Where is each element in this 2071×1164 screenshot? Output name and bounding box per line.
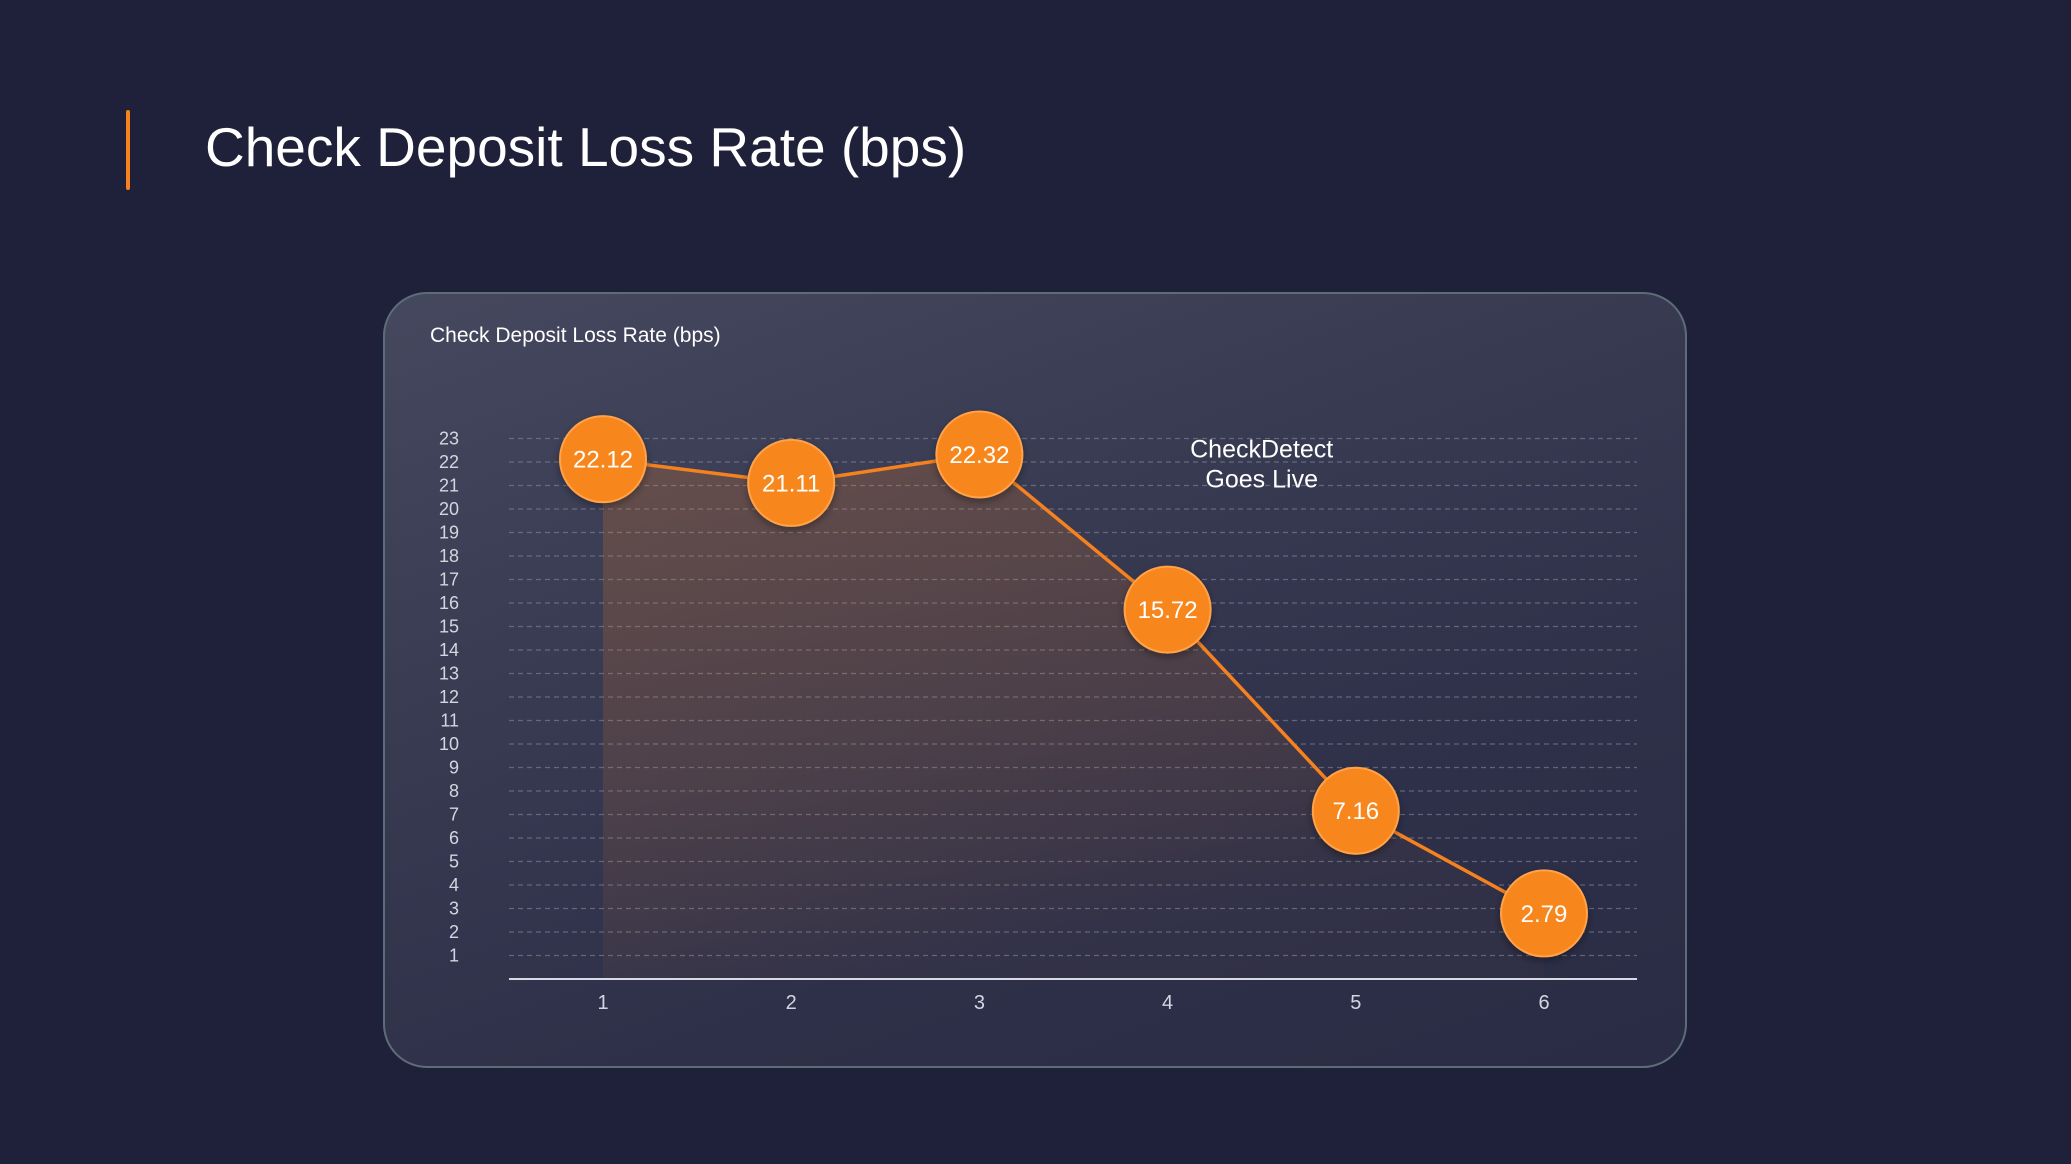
y-tick-label: 18 (439, 546, 459, 566)
y-tick-label: 4 (449, 875, 459, 895)
x-tick-label: 2 (786, 992, 797, 1014)
y-tick-label: 3 (449, 899, 459, 919)
y-tick-label: 15 (439, 617, 459, 637)
y-tick-label: 14 (439, 640, 459, 660)
data-label: 22.32 (949, 442, 1009, 469)
annotation-line1: CheckDetect (1190, 435, 1333, 463)
y-tick-label: 13 (439, 664, 459, 684)
page-title: Check Deposit Loss Rate (bps) (205, 116, 967, 178)
y-tick-label: 5 (449, 852, 459, 872)
data-point[interactable] (935, 410, 1024, 499)
data-label: 7.16 (1332, 798, 1379, 825)
y-tick-label: 22 (439, 452, 459, 472)
y-tick-label: 7 (449, 805, 459, 825)
x-tick-label: 1 (597, 992, 608, 1014)
x-tick-label: 4 (1162, 992, 1173, 1014)
y-tick-label: 12 (439, 687, 459, 707)
data-point[interactable] (1500, 869, 1588, 958)
y-tick-label: 20 (439, 499, 459, 519)
x-axis-ticks: 1 2 3 4 5 6 (597, 992, 1549, 1014)
data-point[interactable] (747, 438, 836, 527)
y-tick-label: 16 (439, 593, 459, 613)
annotation-line2: Goes Live (1205, 465, 1318, 493)
y-tick-label: 21 (439, 476, 459, 496)
data-point[interactable] (559, 415, 647, 504)
data-label: 2.79 (1521, 901, 1568, 928)
data-point[interactable] (1311, 766, 1400, 855)
data-label: 15.72 (1138, 597, 1198, 624)
area-fill (603, 454, 1544, 979)
y-tick-label: 19 (439, 523, 459, 543)
y-tick-label: 8 (449, 781, 459, 801)
title-accent-bar (126, 110, 130, 190)
data-point[interactable] (1123, 565, 1212, 654)
x-tick-label: 5 (1350, 992, 1361, 1014)
y-tick-label: 9 (449, 758, 459, 778)
y-tick-label: 11 (440, 711, 459, 731)
data-label: 21.11 (762, 470, 820, 497)
y-tick-label: 23 (439, 429, 459, 449)
y-tick-label: 17 (439, 570, 459, 590)
x-tick-label: 3 (974, 992, 985, 1014)
data-label: 22.12 (573, 447, 633, 474)
chart-title: Check Deposit Loss Rate (bps) (430, 324, 721, 347)
y-tick-label: 2 (449, 922, 459, 942)
y-tick-label: 6 (449, 828, 459, 848)
area-layer (603, 454, 1544, 979)
x-tick-label: 6 (1538, 992, 1549, 1014)
y-tick-label: 1 (449, 946, 459, 966)
y-tick-label: 10 (439, 734, 459, 754)
point-layer: 22.12 21.11 22.32 15.72 7.16 2.79 (559, 410, 1588, 958)
